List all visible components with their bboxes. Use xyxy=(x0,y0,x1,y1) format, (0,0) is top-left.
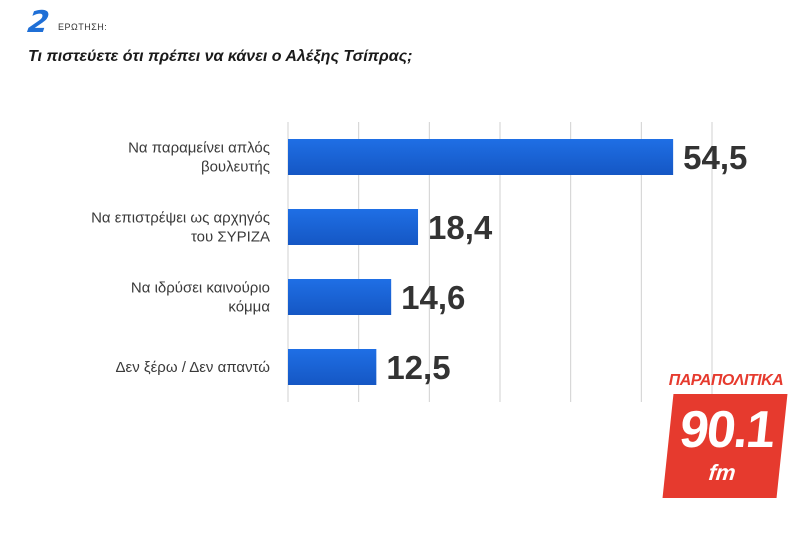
category-labels: Να παραμείνει απλός βουλευτής Να επιστρέψε… xyxy=(91,140,270,377)
station-logo: ΠΑΡΑΠΟΛΙΤΙΚΑ 90.1 fm xyxy=(662,370,788,500)
logo-name: ΠΑΡΑΠΟΛΙΤΙΚΑ xyxy=(668,372,784,389)
category-label: Να επιστρέψει ως αρχηγός xyxy=(91,210,270,227)
bar xyxy=(288,209,419,245)
bar xyxy=(288,349,377,385)
value-label: 18,4 xyxy=(428,209,493,246)
category-label: βουλευτής xyxy=(201,159,270,176)
value-label: 12,5 xyxy=(386,349,450,386)
category-label: κόμμα xyxy=(228,299,270,316)
category-label: του ΣΥΡΙΖΑ xyxy=(191,229,270,246)
value-labels: 54,5 18,4 14,6 12,5 xyxy=(386,139,747,386)
category-label: Να παραμείνει απλός xyxy=(128,140,270,157)
chart-bars xyxy=(288,139,674,385)
chart-header: 2 ΕΡΩΤΗΣΗ: Τι πιστεύετε ότι πρέπει να κά… xyxy=(26,5,728,76)
value-label: 14,6 xyxy=(401,279,465,316)
category-label: Να ιδρύσει καινούριο xyxy=(131,280,270,297)
bar xyxy=(288,279,392,315)
logo-band: fm xyxy=(707,460,737,485)
question-title: Τι πιστεύετε ότι πρέπει να κάνει ο Αλέξη… xyxy=(28,48,413,65)
logo-frequency: 90.1 xyxy=(677,401,777,459)
value-label: 54,5 xyxy=(683,139,747,176)
bar xyxy=(288,139,674,175)
logo-badge: 90.1 fm xyxy=(662,394,788,498)
category-label: Δεν ξέρω / Δεν απαντώ xyxy=(116,359,271,376)
question-label: ΕΡΩΤΗΣΗ: xyxy=(58,22,108,32)
